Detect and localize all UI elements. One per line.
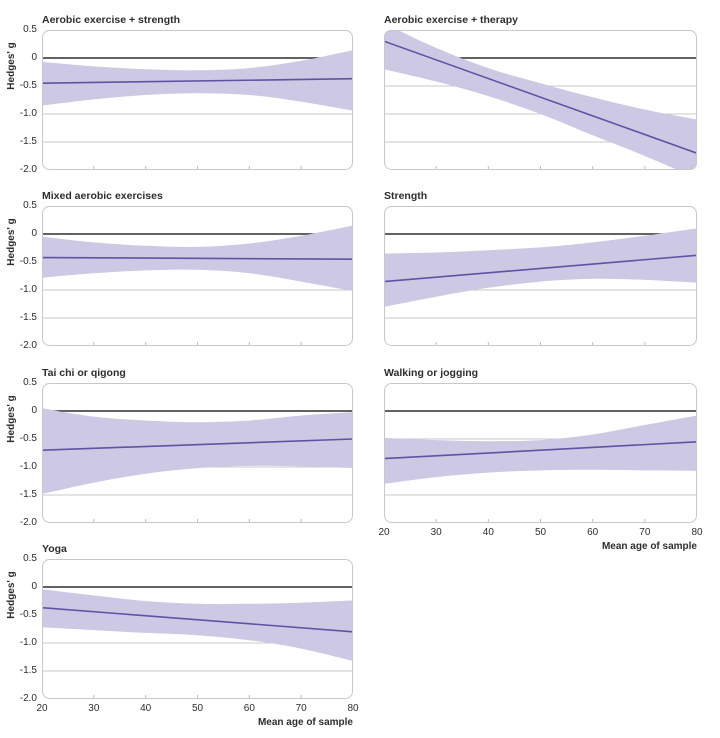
ci-band (384, 228, 697, 307)
plot-border (42, 206, 353, 346)
y-tick-label: 0 (31, 405, 37, 416)
plot-svg (384, 30, 697, 170)
y-tick-label: 0.5 (23, 24, 37, 35)
regression-line (384, 441, 697, 460)
x-tick-label: 20 (36, 703, 48, 714)
x-tick-label: 50 (191, 703, 204, 714)
y-tick-label: 0 (31, 228, 37, 239)
y-tick-label: -0.5 (19, 609, 37, 620)
plot-svg (384, 206, 697, 346)
y-tick-label: -1.5 (19, 489, 37, 500)
x-tick-label: 80 (347, 703, 359, 714)
x-tick-label: 70 (639, 527, 651, 538)
regression-line (42, 438, 353, 451)
plot-border (42, 383, 353, 523)
plot-border (384, 383, 697, 523)
x-tick-label: 60 (587, 527, 599, 538)
regression-line (42, 606, 353, 633)
plot-svg (384, 383, 697, 523)
plot-svg (42, 30, 353, 170)
x-tick-label: 30 (88, 703, 100, 714)
y-tick-label: -1.0 (19, 461, 37, 472)
x-axis-label: Mean age of sample (601, 541, 697, 552)
y-axis-label: Hedges' g (6, 571, 17, 619)
panel-title: Aerobic exercise + strength (42, 14, 181, 26)
plot-border (384, 206, 697, 346)
y-tick-label: 0.5 (23, 553, 37, 564)
y-tick-label: -1.5 (19, 136, 37, 147)
x-axis-label: Mean age of sample (257, 717, 353, 728)
plot-border (42, 30, 353, 170)
plot-svg (42, 206, 353, 346)
regression-line (42, 256, 353, 260)
y-tick-label: -1.5 (19, 665, 37, 676)
y-tick-label: -1.0 (19, 637, 37, 648)
y-tick-label: -1.0 (19, 108, 37, 119)
panel-title: Walking or jogging (384, 367, 479, 379)
panel-title: Strength (384, 190, 428, 202)
y-tick-label: -0.5 (19, 256, 37, 267)
y-tick-label: 0.5 (23, 377, 37, 388)
y-tick-label: -2.0 (19, 164, 37, 175)
x-tick-label: 20 (378, 527, 390, 538)
y-tick-label: -0.5 (19, 80, 37, 91)
y-tick-label: -0.5 (19, 433, 37, 444)
y-axis-label: Hedges' g (6, 42, 17, 90)
panel-title: Tai chi or qigong (42, 367, 126, 379)
panel-title: Yoga (42, 543, 67, 555)
regression-line (42, 77, 353, 84)
y-tick-label: -2.0 (19, 340, 37, 351)
ci-band (42, 589, 353, 661)
y-tick-label: 0.5 (23, 200, 37, 211)
y-tick-label: 0 (31, 581, 37, 592)
panel-title: Aerobic exercise + therapy (384, 14, 518, 26)
regression-line (384, 254, 697, 283)
ci-band (42, 408, 353, 494)
x-tick-label: 40 (482, 527, 494, 538)
x-tick-label: 70 (295, 703, 307, 714)
panel-title: Mixed aerobic exercises (42, 190, 163, 202)
x-tick-label: 80 (691, 527, 703, 538)
y-tick-label: 0 (31, 52, 37, 63)
plot-border (384, 30, 697, 170)
regression-line (384, 40, 697, 154)
plot-border (42, 559, 353, 699)
x-tick-label: 50 (534, 527, 547, 538)
x-tick-label: 40 (140, 703, 152, 714)
y-tick-label: -1.5 (19, 312, 37, 323)
y-axis-label: Hedges' g (6, 218, 17, 266)
ci-band (384, 30, 697, 170)
y-axis-label: Hedges' g (6, 395, 17, 443)
y-tick-label: -1.0 (19, 284, 37, 295)
y-tick-label: -2.0 (19, 517, 37, 528)
x-tick-label: 30 (430, 527, 442, 538)
plot-svg (42, 383, 353, 523)
x-tick-label: 60 (243, 703, 255, 714)
y-tick-label: -2.0 (19, 693, 37, 704)
plot-svg (42, 559, 353, 699)
